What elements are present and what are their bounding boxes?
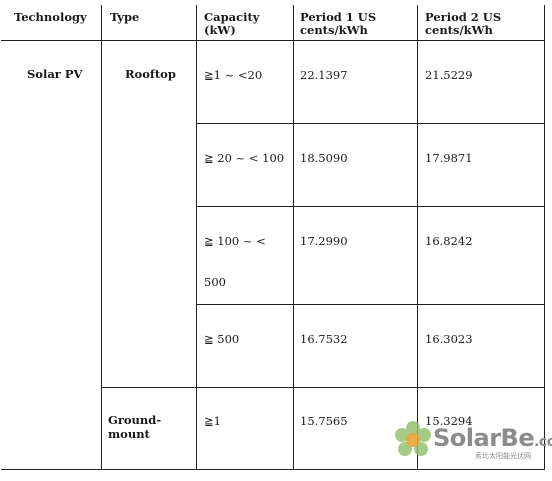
type-ground-mount: Ground- mount: [108, 413, 161, 441]
table-right-border: [544, 5, 545, 470]
capacity-cell: ≧ 20 ~ < 100: [204, 151, 285, 165]
header-period1-line1: Period 1 US: [300, 10, 377, 24]
header-type: Type: [110, 10, 140, 24]
capacity-cell-continued: 500: [204, 275, 226, 289]
period2-value: 17.9871: [425, 151, 473, 165]
period2-value: 21.5229: [425, 68, 473, 82]
row-divider: [197, 123, 545, 124]
period1-value: 18.5090: [300, 151, 348, 165]
capacity-cell: ≧ 500: [204, 332, 240, 346]
header-period2-line2: cents/kWh: [425, 23, 493, 37]
technology-solar-pv: Solar PV: [27, 67, 83, 81]
watermark-logo-suffix: .com: [534, 434, 552, 450]
capacity-cell: ≧ 100 ~ <: [204, 234, 266, 248]
column-divider: [417, 5, 418, 470]
flower-logo-icon: [395, 421, 431, 456]
header-capacity-line2: (kW): [204, 23, 236, 37]
period1-value: 16.7532: [300, 332, 348, 346]
header-period2-line1: Period 2 US: [425, 10, 502, 24]
watermark-logo-text: SolarBe.com: [433, 424, 552, 452]
table-bottom-border: [1, 469, 545, 470]
period1-value: 17.2990: [300, 234, 348, 248]
column-divider: [196, 5, 197, 470]
capacity-cell: ≧1: [204, 414, 221, 428]
period2-value: 15.3294: [425, 414, 473, 428]
header-technology: Technology: [14, 10, 87, 24]
period2-value: 16.3023: [425, 332, 473, 346]
header-capacity: Capacity (kW): [204, 11, 259, 37]
period1-value: 15.7565: [300, 414, 348, 428]
header-period2: Period 2 US cents/kWh: [425, 11, 501, 37]
watermark-tagline: 索比太阳能光伏网: [475, 452, 531, 460]
row-divider: [1, 40, 545, 41]
solarbe-watermark: SolarBe.com 索比太阳能光伏网: [393, 420, 552, 464]
header-period1-line2: cents/kWh: [300, 23, 368, 37]
type-ground-mount-line1: Ground-: [108, 413, 162, 427]
row-divider: [197, 206, 545, 207]
row-divider: [197, 304, 545, 305]
period2-value: 16.8242: [425, 234, 473, 248]
column-divider: [293, 5, 294, 470]
row-divider: [101, 387, 545, 388]
period1-value: 22.1397: [300, 68, 348, 82]
column-divider: [101, 5, 102, 470]
type-ground-mount-line2: mount: [108, 427, 150, 441]
capacity-cell: ≧1 ~ <20: [204, 68, 263, 82]
header-period1: Period 1 US cents/kWh: [300, 11, 376, 37]
type-rooftop: Rooftop: [125, 67, 176, 81]
header-capacity-line1: Capacity: [204, 10, 260, 24]
watermark-logo-name: SolarBe: [433, 424, 535, 452]
